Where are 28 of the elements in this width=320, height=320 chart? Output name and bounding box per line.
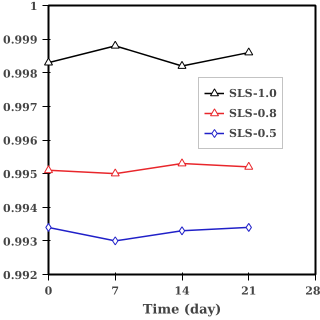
y-tick-label: 0.998: [3, 67, 38, 80]
y-tick-label: 0.995: [3, 168, 38, 182]
point: [244, 162, 254, 170]
point: [178, 226, 186, 236]
y-tick-label: 0.999: [3, 34, 38, 47]
x-tick-label: 28: [305, 284, 320, 298]
x-tick-label: 21: [241, 284, 256, 298]
x-axis-title: Time (day): [142, 302, 222, 318]
x-tick-label: 14: [174, 284, 190, 298]
point: [44, 165, 53, 174]
point: [244, 47, 254, 56]
legend-label: SLS-1.0: [229, 86, 277, 100]
point: [110, 168, 120, 176]
point: [45, 222, 52, 232]
point: [178, 60, 186, 69]
y-tick-label: 0.992: [3, 269, 38, 282]
y-tick-label: 0.994: [3, 202, 38, 215]
y-tick-label: 0.997: [3, 100, 38, 114]
point: [178, 158, 186, 166]
legend-label: SLS-0.8: [229, 106, 277, 120]
x-tick-label: 0: [44, 284, 53, 298]
point: [110, 40, 120, 49]
legend-label: SLS-0.5: [229, 126, 277, 140]
y-tick-label: 0.996: [3, 134, 38, 148]
point: [44, 58, 53, 66]
x-tick-label: 7: [111, 284, 120, 298]
y-tick-label: 0.993: [3, 235, 38, 248]
y-tick-label: 1: [30, 0, 38, 13]
